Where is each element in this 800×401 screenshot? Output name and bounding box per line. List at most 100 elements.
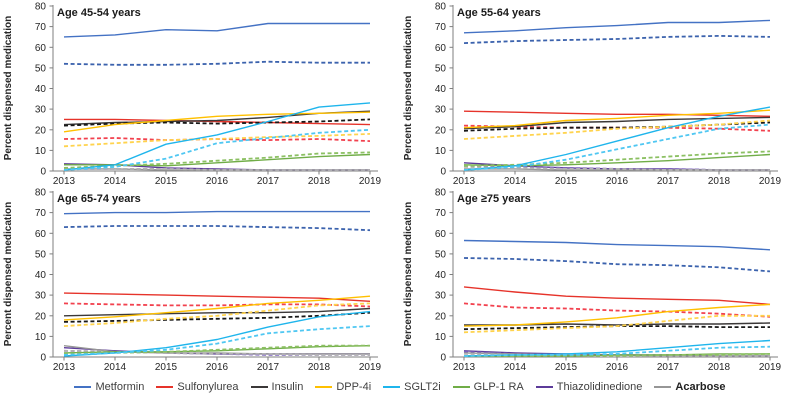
x-tick-label: 2015 [155, 176, 178, 186]
panel-title: Age ≥75 years [457, 193, 531, 205]
series-line-metformin-dashed [463, 257, 771, 273]
series-line-dpp-4i-solid [63, 295, 371, 321]
y-tick-label: 30 [35, 105, 47, 116]
x-tick-label: 2016 [206, 176, 229, 186]
insulin-line-swatch [250, 385, 268, 388]
y-tick-label: 70 [435, 22, 447, 33]
chart-grid: 0 10 20 30 40 50 60 70 80 2013 2014 2015 2016 2017 201… [3, 0, 800, 374]
series-line-sglt2i-solid [463, 106, 771, 171]
axes: 0 10 20 30 40 50 60 70 80 2013 2014 2015 2016 2017 201… [435, 2, 782, 188]
legend-label: Insulin [271, 380, 304, 393]
acarbose-line-swatch [654, 385, 672, 388]
y-tick-label: 40 [435, 84, 447, 95]
x-tick-label: 2017 [257, 176, 280, 186]
panel-title: Age 45-54 years [57, 7, 141, 19]
thiazolidinedione-line-swatch [535, 385, 553, 388]
x-tick-label: 2015 [555, 176, 578, 186]
y-tick-label: 80 [35, 2, 47, 13]
x-tick-label: 2013 [453, 362, 476, 372]
legend-item-sulfonylurea: Sulfonylurea [156, 380, 239, 393]
series-line-insulin-dashed [463, 121, 771, 132]
y-tick-label: 0 [40, 353, 46, 364]
series-line-sulfonylurea-dashed [463, 302, 771, 318]
series-line-glp-1-ra-dashed [63, 344, 370, 355]
y-tick-label: 70 [435, 208, 447, 219]
series-line-insulin-dashed [63, 118, 371, 127]
series-line-dpp-4i-solid [463, 109, 771, 129]
legend-label: Thiazolidinedione [556, 380, 643, 393]
chart-panel-age-75-plus: 0 10 20 30 40 50 60 70 80 2013 2014 2015 2016 2017 201… [400, 186, 800, 374]
series-line-dpp-4i-solid [63, 111, 371, 133]
series-lines [463, 239, 771, 357]
legend-item-insulin: Insulin [250, 380, 304, 393]
y-tick-label: 20 [35, 311, 47, 322]
y-tick-label: 20 [435, 311, 447, 322]
x-tick-label: 2013 [53, 362, 76, 372]
x-tick-label: 2015 [155, 362, 178, 372]
series-line-glp-1-ra-dashed [464, 353, 771, 357]
x-tick-label: 2018 [308, 176, 331, 186]
legend-item-acarbose: Acarbose [654, 380, 726, 393]
chart-age-55-64-years: 0 10 20 30 40 50 60 70 80 2013 2014 2015 2016 2017 201… [403, 2, 782, 188]
y-tick-label: 0 [440, 353, 446, 364]
chart-panel-age-55-64: 0 10 20 30 40 50 60 70 80 2013 2014 2015 2016 2017 201… [400, 0, 800, 188]
y-tick-label: 60 [35, 43, 47, 54]
y-tick-label: 0 [40, 167, 46, 178]
series-line-sglt2i-solid [63, 310, 371, 357]
x-tick-label: 2013 [453, 176, 476, 186]
x-tick-label: 2014 [104, 176, 127, 186]
chart-age-45-54-years: 0 10 20 30 40 50 60 70 80 2013 2014 2015 2016 2017 201… [3, 2, 382, 188]
legend-item-glp-1-ra: GLP-1 RA [452, 380, 524, 393]
y-tick-label: 80 [35, 188, 47, 199]
series-line-glp-1-ra-solid [63, 345, 371, 354]
series-line-sulfonylurea-solid [64, 118, 371, 126]
series-line-insulin-solid [463, 116, 771, 130]
y-tick-label: 30 [435, 105, 447, 116]
x-tick-label: 2016 [606, 176, 629, 186]
y-tick-label: 10 [435, 146, 447, 157]
series-line-dpp-4i-solid [463, 303, 771, 327]
x-tick-label: 2019 [359, 362, 382, 372]
series-line-sglt2i-dashed [463, 123, 771, 171]
series-line-sglt2i-dashed [463, 345, 771, 357]
chart-age-75-years: 0 10 20 30 40 50 60 70 80 2013 2014 2015 2016 2017 201… [403, 188, 782, 374]
series-line-sglt2i-dashed [63, 128, 371, 171]
y-axis-label: Percent dispensed medication [403, 16, 414, 161]
legend-item-dpp-4i: DPP-4i [315, 381, 371, 393]
x-tick-label: 2019 [759, 362, 782, 372]
series-line-metformin-solid [63, 210, 370, 215]
sglt2i-line-swatch [383, 385, 401, 388]
legend-label: DPP-4i [336, 380, 372, 393]
x-tick-label: 2019 [759, 176, 782, 186]
series-line-metformin-dashed [63, 225, 371, 232]
x-tick-label: 2017 [257, 362, 280, 372]
y-tick-label: 0 [440, 167, 446, 178]
series-line-metformin-dashed [463, 35, 771, 44]
series-line-acarbose-dashed [463, 166, 770, 171]
y-tick-label: 70 [35, 208, 47, 219]
axes: 0 10 20 30 40 50 60 70 80 2013 2014 2015 2016 2017 201… [35, 2, 382, 188]
legend-label: Metformin [95, 380, 145, 393]
legend-label: Sulfonylurea [177, 380, 239, 393]
dpp-4i-line-swatch [315, 385, 333, 388]
series-lines [63, 210, 371, 357]
y-tick-label: 50 [435, 63, 447, 74]
legend-item-sglt2i: SGLT2i [383, 381, 441, 393]
legend-label: Acarbose [675, 380, 726, 393]
x-tick-label: 2014 [504, 176, 527, 186]
series-line-glp-1-ra-dashed [463, 150, 771, 167]
series-line-sulfonylurea-solid [463, 286, 771, 306]
series-lines [463, 19, 771, 171]
y-tick-label: 50 [35, 63, 47, 74]
series-line-sulfonylurea-solid [463, 110, 771, 117]
series-line-sglt2i-solid [63, 102, 371, 171]
legend-label: GLP-1 RA [473, 380, 524, 393]
y-tick-label: 30 [435, 291, 447, 302]
y-tick-label: 80 [435, 188, 447, 199]
series-line-metformin-solid [463, 239, 771, 251]
axes: 0 10 20 30 40 50 60 70 80 2013 2014 2015 2016 2017 201… [435, 188, 782, 374]
series-line-acarbose-dashed [63, 349, 370, 356]
series-line-glp-1-ra-solid [464, 353, 770, 357]
y-tick-label: 40 [35, 270, 47, 281]
y-tick-label: 70 [35, 22, 47, 33]
